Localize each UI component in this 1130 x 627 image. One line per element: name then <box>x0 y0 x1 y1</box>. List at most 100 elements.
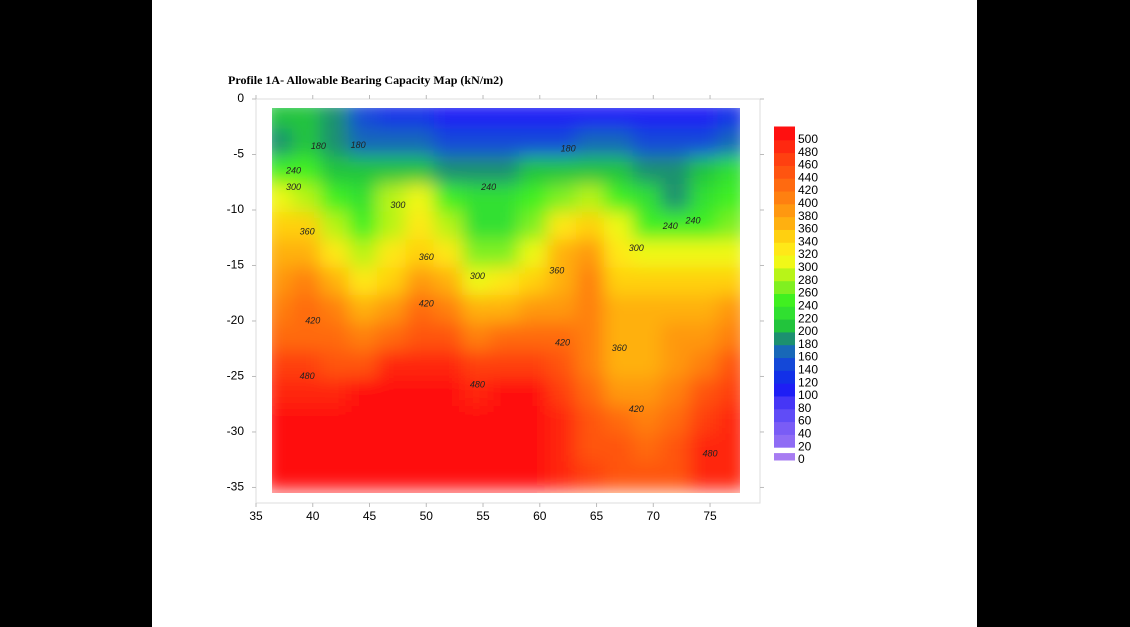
cell <box>547 239 578 270</box>
cell <box>660 184 692 214</box>
cell <box>320 108 351 131</box>
field-clip <box>272 108 740 492</box>
colorbar-label: 480 <box>798 145 818 159</box>
cell <box>518 295 550 325</box>
cell <box>518 156 550 187</box>
cell <box>660 322 692 353</box>
cell <box>377 461 408 492</box>
cell <box>348 295 380 325</box>
cell <box>660 239 692 270</box>
colorbar-segment <box>774 318 795 333</box>
cell <box>490 184 521 214</box>
contour-label: 360 <box>419 252 434 262</box>
cell <box>291 322 323 353</box>
colorbar-segment <box>774 293 795 307</box>
cell <box>490 461 521 492</box>
colorbar-label: 420 <box>798 183 818 197</box>
cell <box>433 156 465 187</box>
cell <box>462 267 493 298</box>
x-tick-label: 50 <box>420 509 434 523</box>
cell <box>717 156 740 187</box>
cell <box>547 461 578 492</box>
cell <box>462 433 493 464</box>
cell <box>632 295 663 325</box>
colorbar-label: 400 <box>798 196 818 210</box>
cell <box>689 211 720 242</box>
cell <box>272 108 294 131</box>
cell <box>632 405 663 436</box>
cell <box>291 267 323 298</box>
cell <box>660 405 692 436</box>
cell <box>377 405 408 436</box>
cell <box>405 156 436 187</box>
contour-label: 240 <box>480 182 496 192</box>
cell <box>518 128 550 159</box>
cell <box>320 239 351 270</box>
cell <box>433 211 465 242</box>
cell <box>462 295 493 325</box>
cell <box>604 156 635 187</box>
cell <box>632 128 663 159</box>
cell <box>660 267 692 298</box>
cell <box>604 350 635 381</box>
cell <box>348 108 380 131</box>
cell <box>660 433 692 464</box>
cell <box>377 184 408 214</box>
cell <box>348 267 380 298</box>
cell <box>717 322 740 353</box>
cell <box>348 461 380 492</box>
cell <box>377 378 408 408</box>
colorbar-label: 300 <box>798 260 818 274</box>
cell <box>660 128 692 159</box>
cell <box>575 405 607 436</box>
cell <box>547 267 578 298</box>
colorbar: 0204060801001201401601802002202402602803… <box>774 126 818 466</box>
cell <box>348 128 380 159</box>
cell <box>632 211 663 242</box>
plot-frame <box>255 98 761 504</box>
cell <box>547 378 578 408</box>
cell <box>518 108 550 131</box>
cell <box>547 108 578 131</box>
colorbar-segment <box>774 331 795 346</box>
cell <box>405 267 436 298</box>
cell <box>348 211 380 242</box>
colorbar-segment <box>774 421 795 435</box>
colorbar-segment <box>774 241 795 256</box>
y-tick-label: -25 <box>227 369 245 383</box>
cell <box>320 322 351 353</box>
cell <box>272 295 294 325</box>
cell <box>689 108 720 131</box>
cell <box>490 433 521 464</box>
cell <box>547 184 578 214</box>
cell <box>689 322 720 353</box>
y-tick-label: 0 <box>237 91 244 105</box>
cell <box>490 108 521 131</box>
cell <box>490 267 521 298</box>
cell <box>462 461 493 492</box>
cell <box>348 156 380 187</box>
cell <box>604 184 635 214</box>
colorbar-segment <box>774 228 795 243</box>
cell <box>291 350 323 381</box>
cell <box>272 461 294 492</box>
cell <box>717 350 740 381</box>
colorbar-label: 280 <box>798 273 818 287</box>
cell <box>632 267 663 298</box>
cell <box>405 295 436 325</box>
contour-label: 420 <box>305 315 320 325</box>
cell <box>291 433 323 464</box>
cell <box>433 461 465 492</box>
x-tick-label: 60 <box>533 509 547 523</box>
y-tick-label: -20 <box>227 313 245 327</box>
colorbar-label: 500 <box>798 132 818 146</box>
y-tick-label: -35 <box>227 480 245 494</box>
colorbar-segment <box>774 280 795 294</box>
cell <box>272 378 294 408</box>
cell <box>660 350 692 381</box>
cell <box>632 322 663 353</box>
cell <box>291 461 323 492</box>
y-tick-label: -5 <box>233 147 244 161</box>
cell <box>291 184 323 214</box>
colorbar-segment <box>774 152 795 166</box>
